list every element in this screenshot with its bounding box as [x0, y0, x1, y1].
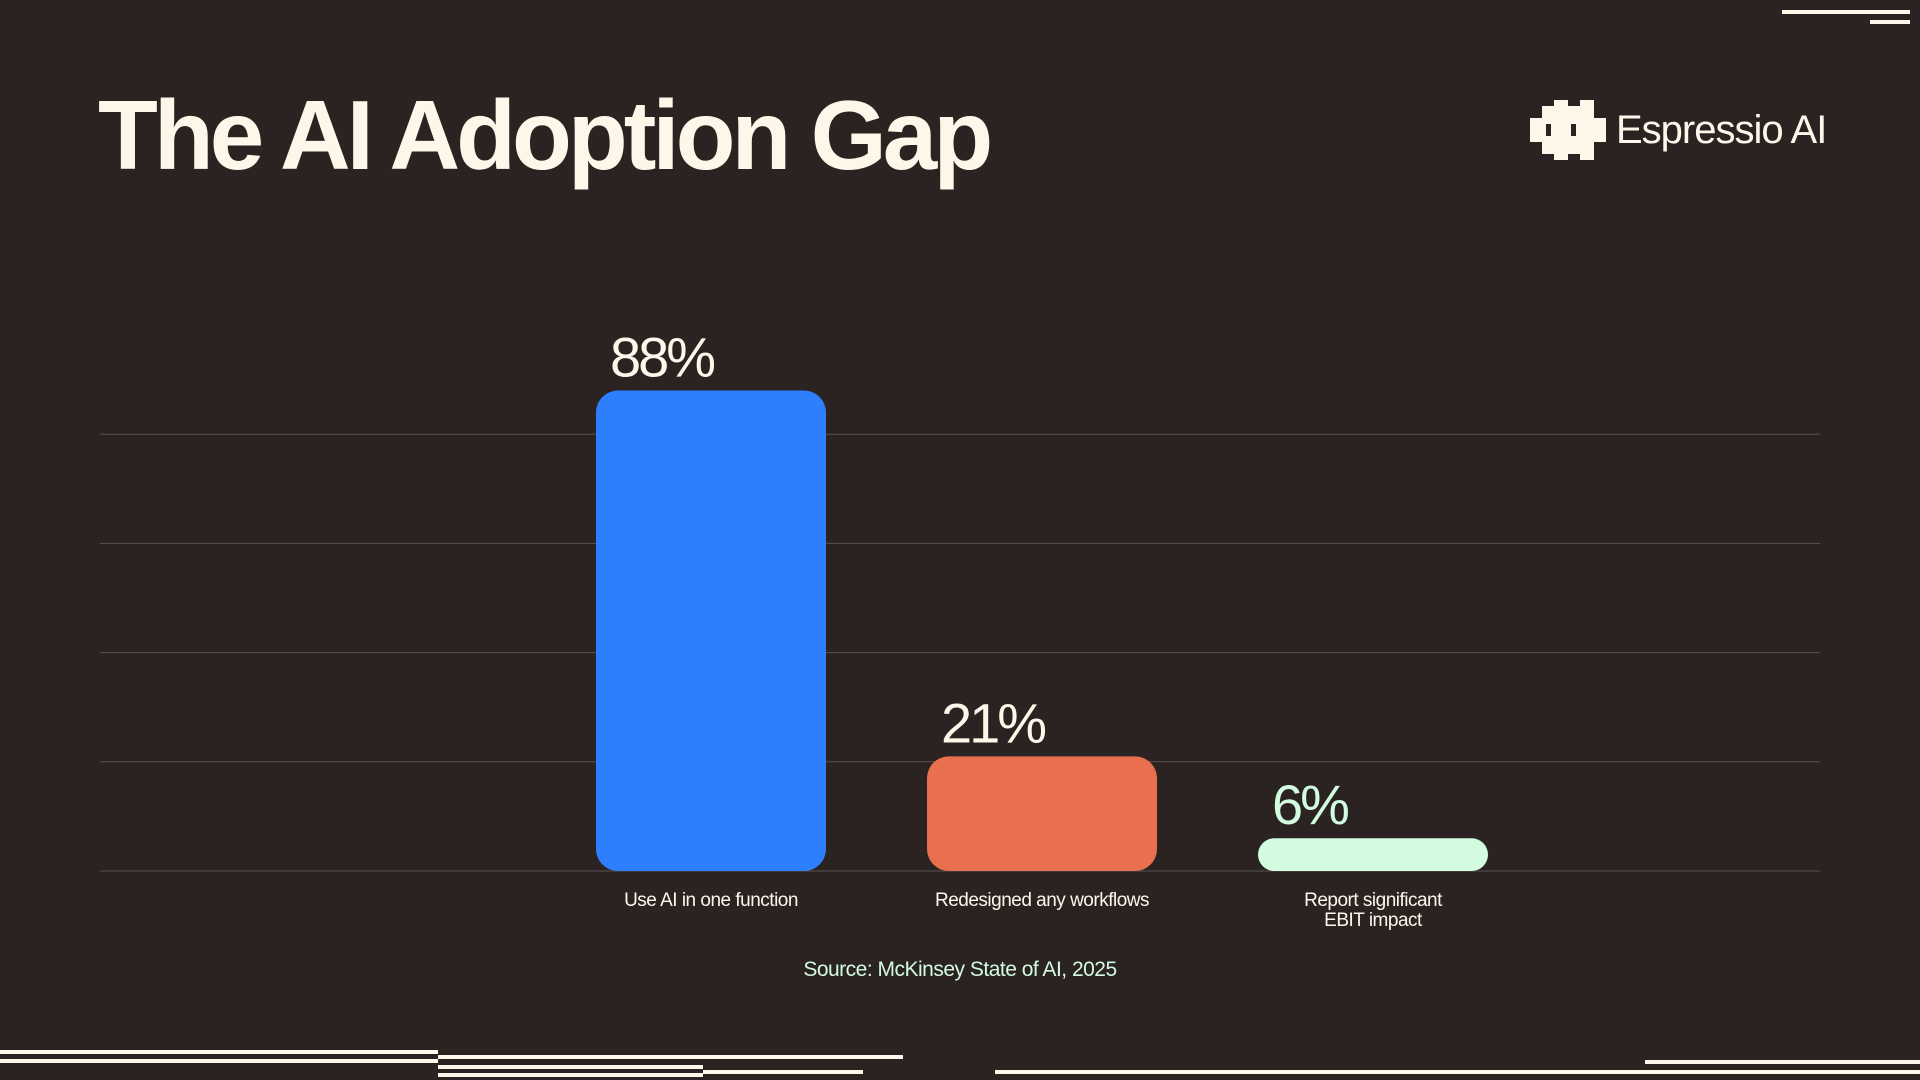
bottom-stripe — [438, 1073, 703, 1077]
bottom-stripe — [0, 1050, 438, 1054]
brand: Espressio AI — [1530, 100, 1827, 160]
value-label: 88% — [610, 326, 714, 389]
value-label: 21% — [941, 691, 1045, 754]
bottom-stripe — [438, 1065, 703, 1069]
bottom-stripe — [438, 1055, 903, 1059]
page-title: The AI Adoption Gap — [98, 80, 993, 190]
bottom-stripe — [0, 1059, 438, 1063]
bar — [927, 756, 1157, 871]
bar — [596, 390, 826, 871]
bottom-stripe — [1645, 1060, 1920, 1064]
bar-chart: 88% Use AI in one function 21% Redesigned a… — [100, 326, 1820, 931]
category-label: Report significant — [1304, 890, 1443, 911]
category-label: EBIT impact — [1324, 910, 1423, 931]
bottom-stripe — [703, 1070, 863, 1074]
value-label: 6% — [1272, 773, 1348, 836]
bar — [1258, 838, 1488, 871]
source-note: Source: McKinsey State of AI, 2025 — [803, 958, 1117, 981]
espressio-logo-icon — [1530, 100, 1606, 160]
top-right-stripe-short — [1870, 20, 1910, 24]
category-label: Use AI in one function — [624, 890, 798, 911]
category-label: Redesigned any workflows — [935, 890, 1149, 911]
brand-name: Espressio AI — [1616, 107, 1827, 152]
top-right-stripe — [1782, 10, 1910, 14]
bottom-stripe — [995, 1070, 1920, 1074]
